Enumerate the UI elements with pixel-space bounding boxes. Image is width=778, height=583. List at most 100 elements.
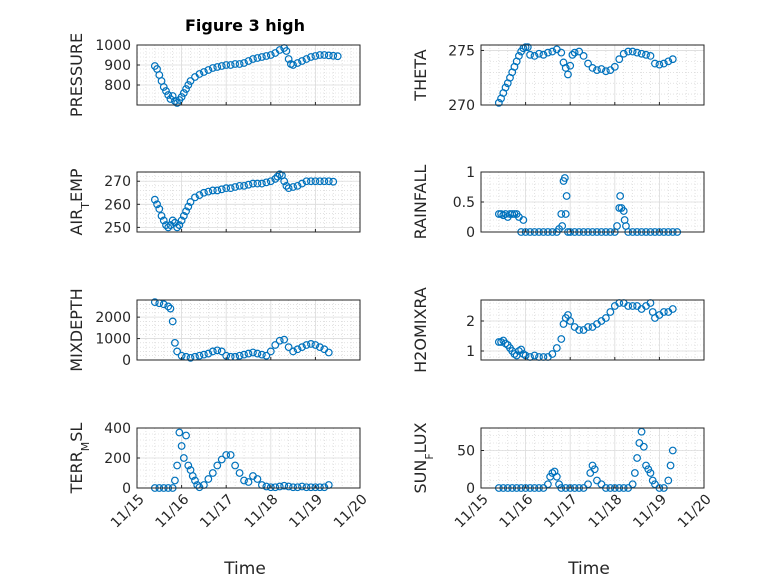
- data-point: [655, 60, 664, 69]
- data-point: [262, 482, 271, 491]
- data-point: [244, 349, 253, 358]
- data-point: [552, 344, 561, 352]
- data-point: [204, 349, 213, 358]
- x-tick-label: 11/19: [630, 491, 670, 531]
- data-point: [213, 186, 222, 195]
- data-point: [173, 223, 182, 232]
- data-point: [168, 317, 177, 326]
- data-point: [515, 52, 523, 60]
- data-point: [566, 61, 575, 70]
- data-point: [557, 210, 566, 218]
- data-point: [240, 476, 248, 485]
- data-point: [329, 51, 338, 60]
- data-point: [642, 50, 650, 59]
- data-point: [257, 53, 266, 61]
- data-point: [262, 178, 271, 187]
- data-point: [171, 218, 179, 227]
- data-point: [249, 179, 257, 188]
- data-point: [179, 454, 188, 462]
- data-point: [182, 431, 190, 440]
- data-point: [619, 49, 628, 58]
- data-point: [208, 186, 217, 195]
- data-point: [222, 184, 231, 193]
- data-point: [517, 345, 526, 354]
- data-point: [164, 91, 173, 99]
- data-point: [315, 51, 324, 59]
- data-point: [280, 335, 289, 344]
- subplot-3: 250 260 270 AIRTEMP: [67, 168, 361, 236]
- x-tick-label: 11/15: [452, 491, 492, 531]
- data-point: [217, 62, 226, 70]
- data-point: [289, 483, 298, 492]
- x-tick-label: 11/15: [108, 491, 148, 531]
- data-point: [298, 57, 306, 65]
- y-tick-label: 0.5: [453, 195, 475, 211]
- data-point: [175, 221, 184, 229]
- data-point: [298, 343, 306, 352]
- data-point: [635, 439, 644, 447]
- data-point: [666, 461, 675, 470]
- y-tick-label: 800: [104, 78, 131, 94]
- y-tick-label: 900: [104, 58, 131, 74]
- data-point: [184, 202, 193, 211]
- data-point: [171, 338, 179, 347]
- data-point: [564, 70, 572, 79]
- data-point: [628, 47, 637, 56]
- data-point: [289, 347, 298, 356]
- data-point: [159, 300, 168, 309]
- data-point: [558, 222, 567, 230]
- subplot-6: 1 2 H2OMIXRA: [411, 287, 705, 373]
- data-point: [199, 350, 208, 359]
- subplot-5: 0 1000 2000 MIXDEPTH: [67, 288, 361, 372]
- data-point: [177, 93, 186, 101]
- data-point: [199, 188, 208, 197]
- data-point: [271, 483, 280, 492]
- data-point: [315, 483, 324, 492]
- y-tick-label: 400: [104, 421, 131, 437]
- data-point: [616, 192, 625, 200]
- y-tick-label: 0: [466, 481, 475, 497]
- data-point: [523, 43, 532, 52]
- data-point: [307, 53, 315, 61]
- data-point: [530, 52, 539, 60]
- data-point: [548, 47, 557, 56]
- data-point: [293, 181, 302, 190]
- data-point: [188, 472, 197, 480]
- data-point: [184, 81, 193, 89]
- data-point: [249, 348, 257, 357]
- data-point: [324, 177, 333, 186]
- data-point: [213, 461, 222, 470]
- x-tick-label: 11/16: [496, 491, 536, 531]
- data-point: [668, 55, 677, 64]
- y-tick-label: 250: [104, 220, 131, 236]
- x-tick-label: 11/16: [152, 491, 192, 531]
- y-axis-label: H2OMIXRA: [411, 287, 430, 373]
- data-point: [208, 347, 217, 356]
- data-point: [164, 302, 173, 311]
- data-point: [191, 193, 199, 202]
- data-point: [271, 341, 280, 349]
- data-point: [235, 351, 244, 360]
- data-point: [179, 211, 188, 220]
- data-point: [253, 179, 262, 188]
- data-point: [521, 43, 530, 52]
- x-tick-label: 11/18: [586, 491, 626, 531]
- data-point: [284, 55, 293, 63]
- data-point: [593, 66, 601, 74]
- x-tick-label: 11/18: [242, 491, 282, 531]
- data-point: [208, 469, 217, 477]
- data-series: [150, 170, 338, 232]
- data-point: [630, 469, 639, 477]
- data-point: [171, 97, 179, 105]
- data-point: [639, 442, 648, 451]
- data-point: [568, 50, 577, 59]
- data-point: [324, 51, 333, 60]
- x-tick-label: 11/20: [675, 491, 715, 531]
- data-point: [562, 192, 571, 200]
- data-point: [329, 177, 338, 186]
- data-point: [266, 347, 275, 356]
- data-point: [257, 350, 266, 359]
- data-point: [584, 59, 592, 68]
